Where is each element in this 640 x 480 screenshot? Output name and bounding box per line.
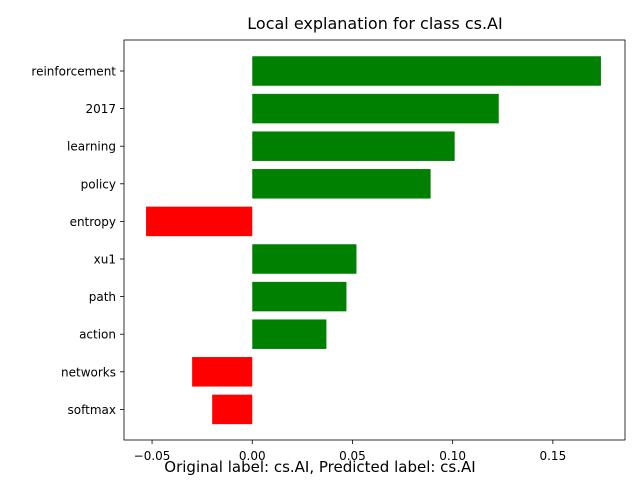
- x-tick-label-4: 0.15: [539, 449, 566, 463]
- bar-action: [252, 319, 327, 349]
- axes-frame: [123, 39, 626, 441]
- x-tick-label-3: 0.10: [439, 449, 466, 463]
- x-tick-label-1: 0.00: [239, 449, 266, 463]
- bar-entropy: [146, 206, 253, 237]
- y-tick-label-softmax: softmax: [68, 403, 116, 417]
- bar-networks: [192, 357, 253, 387]
- y-tick-label-action: action: [79, 328, 116, 342]
- bar-reinforcement: [252, 56, 601, 86]
- x-tick-label-2: 0.05: [339, 449, 366, 463]
- y-tick-label-learning: learning: [67, 140, 116, 154]
- y-tick-label-entropy: entropy: [70, 215, 116, 229]
- bar-xu1: [252, 244, 357, 274]
- bar-2017: [252, 93, 499, 124]
- prediction-caption: Original label: cs.AI, Predicted label: …: [0, 458, 640, 476]
- chart-title: Local explanation for class cs.AI: [247, 14, 502, 33]
- plot-area: reinforcement 2017 learning policy entropy xu…: [31, 39, 626, 463]
- x-tick-label-0: −0.05: [134, 449, 171, 463]
- y-tick-label-reinforcement: reinforcement: [31, 65, 116, 79]
- y-tick-label-path: path: [89, 290, 116, 304]
- bar-policy: [252, 169, 431, 199]
- y-tick-label-2017: 2017: [85, 102, 116, 116]
- y-tick-label-xu1: xu1: [94, 253, 116, 267]
- bar-softmax: [212, 394, 253, 425]
- bar-path: [252, 281, 347, 312]
- y-tick-label-networks: networks: [61, 365, 116, 379]
- prediction-caption-text: Original label: cs.AI, Predicted label: …: [164, 458, 476, 476]
- bar-learning: [252, 131, 455, 161]
- y-tick-label-policy: policy: [81, 177, 116, 191]
